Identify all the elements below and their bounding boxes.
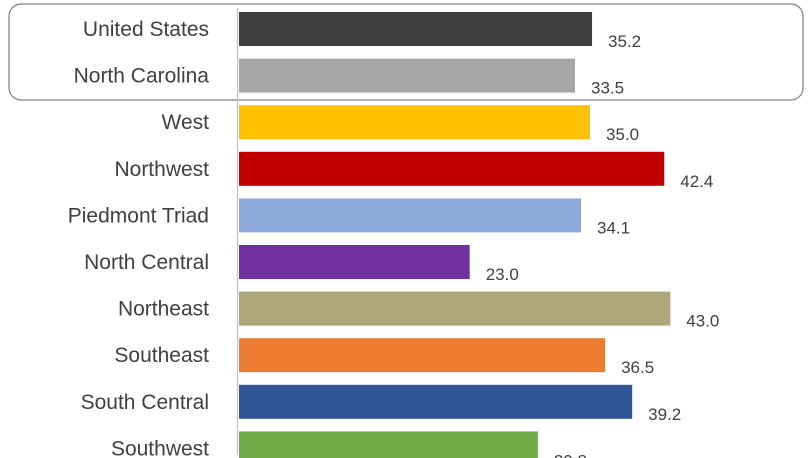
value-label-south-central: 39.2 — [648, 405, 681, 424]
category-label-west: West — [162, 111, 210, 134]
category-label-south-central: South Central — [81, 391, 209, 414]
category-labels-group: United States North Carolina West Northwest… — [68, 18, 210, 458]
value-label-southeast: 36.5 — [621, 358, 654, 377]
bar-piedmont-triad — [239, 198, 582, 233]
value-label-northwest: 42.4 — [680, 172, 713, 191]
bar-united-states — [239, 12, 593, 46]
bar-southwest — [239, 431, 538, 458]
bar-south-central — [239, 384, 633, 419]
bars-group — [239, 12, 671, 458]
bar-northwest — [239, 151, 665, 186]
value-label-piedmont-triad: 34.1 — [597, 218, 630, 237]
category-label-northwest: Northwest — [114, 158, 209, 181]
category-label-southwest: Southwest — [111, 437, 209, 458]
bar-southeast — [239, 338, 606, 373]
category-label-piedmont-triad: Piedmont Triad — [68, 204, 209, 227]
value-label-southwest: 29.8 — [554, 451, 587, 458]
value-label-united-states: 35.2 — [608, 32, 641, 51]
bar-north-central — [239, 245, 470, 279]
value-labels-group: 35.2 33.5 35.0 42.4 34.1 23.0 43.0 36.5 39.2 29.8 — [486, 32, 720, 458]
category-label-north-carolina: North Carolina — [74, 65, 210, 88]
category-label-north-central: North Central — [84, 251, 209, 274]
bar-north-carolina — [239, 58, 576, 93]
value-label-west: 35.0 — [606, 125, 639, 144]
value-label-northeast: 43.0 — [686, 312, 719, 331]
category-label-united-states: United States — [83, 18, 209, 41]
bar-west — [239, 105, 591, 140]
value-label-north-carolina: 33.5 — [591, 79, 624, 98]
bar-northeast — [239, 291, 671, 326]
category-label-southeast: Southeast — [114, 344, 209, 367]
value-label-north-central: 23.0 — [486, 265, 519, 284]
category-label-northeast: Northeast — [118, 298, 209, 321]
benchmark-highlight-box — [8, 3, 804, 101]
